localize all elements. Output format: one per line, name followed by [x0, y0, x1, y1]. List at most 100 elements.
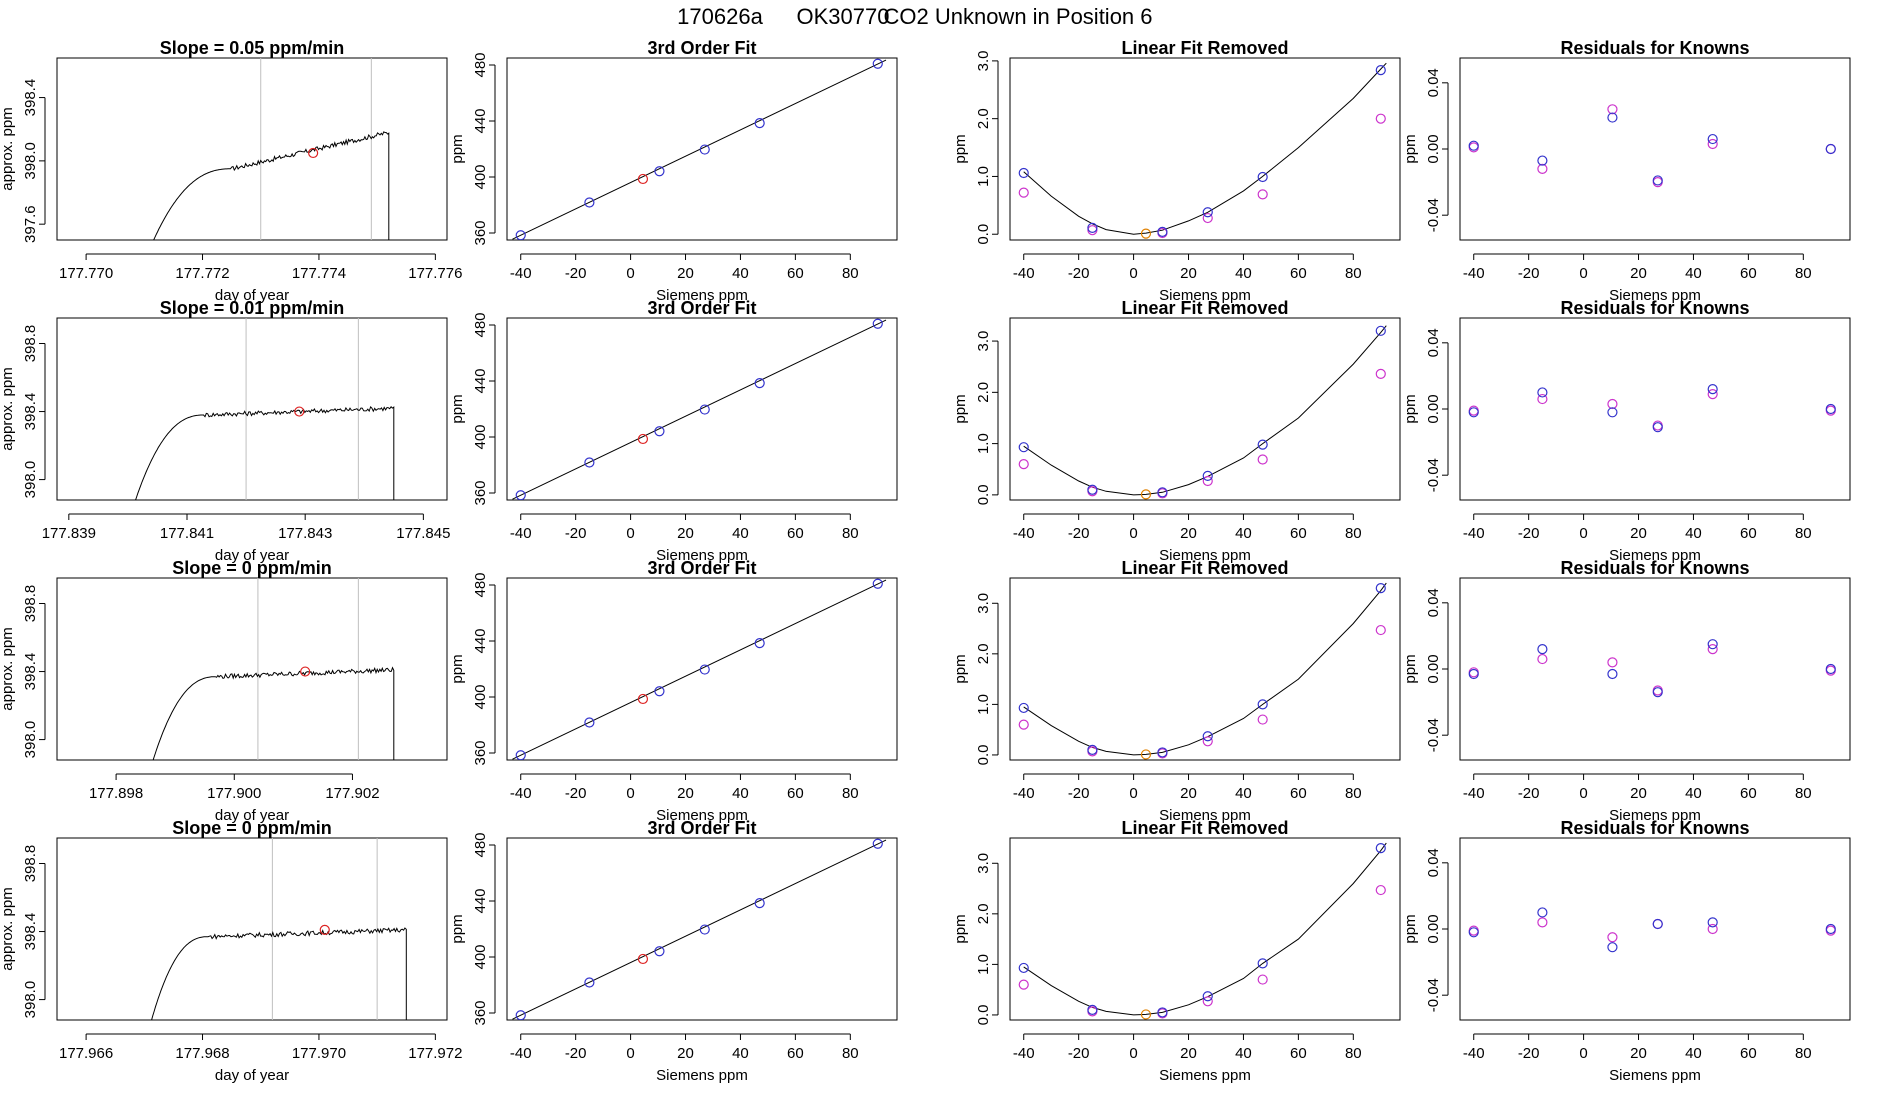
y-tick-label: 0.0	[975, 745, 992, 766]
known-standard-point	[584, 197, 595, 208]
x-tick-label: -20	[1068, 785, 1090, 802]
x-tick-label: 40	[732, 525, 749, 542]
x-tick-label: 177.898	[89, 785, 143, 802]
known-standard-point	[1018, 962, 1029, 974]
plot-frame	[1009, 57, 1401, 241]
fit-line	[512, 319, 887, 500]
x-axis-label: Siemens ppm	[1609, 287, 1701, 304]
x-tick-label: 20	[1180, 1045, 1197, 1062]
x-tick-label: 60	[1740, 525, 1757, 542]
known-standard-point-alt	[1257, 714, 1268, 725]
panel-1-3: Slope = 0 ppm/min 177.898 177.900 177.902 da…	[0, 558, 448, 824]
known-standard-point	[1607, 668, 1618, 680]
panel-title: Slope = 0 ppm/min	[172, 558, 332, 578]
known-standard-point	[1707, 384, 1718, 395]
y-tick-label: 3.0	[975, 50, 992, 71]
header-description: CO2 Unknown in Position 6	[883, 4, 1152, 29]
x-axis-label: Siemens ppm	[656, 1067, 748, 1084]
known-standard-point	[1202, 207, 1213, 218]
plot-frame	[1459, 317, 1851, 501]
y-tick-label: 360	[472, 480, 489, 505]
known-standard-point	[1202, 470, 1213, 482]
panel-3-4: Linear Fit Removed -40 -20 0 20 40 60 80 Siemens…	[952, 818, 1401, 1084]
known-standard-point	[1375, 843, 1386, 854]
known-standard-point	[515, 750, 526, 760]
known-standard-point-alt	[1202, 212, 1213, 224]
unknown-sample-point	[637, 433, 649, 445]
x-tick-label: -40	[1463, 525, 1485, 542]
plot-frame	[1459, 837, 1851, 1021]
plot-frame	[506, 57, 898, 241]
known-standard-point	[1652, 175, 1663, 186]
x-tick-label: 60	[787, 265, 804, 282]
plot-area	[152, 578, 395, 760]
plot-area	[1018, 582, 1387, 760]
plot-frame	[506, 837, 898, 1021]
x-tick-label: 80	[1795, 265, 1812, 282]
x-tick-label: 20	[1630, 1045, 1647, 1062]
y-tick-label: 440	[472, 368, 489, 393]
known-standard-point	[1157, 1007, 1168, 1018]
known-standard-point-alt	[1202, 736, 1213, 747]
known-standard-point	[654, 166, 665, 177]
plot-frame	[56, 577, 448, 761]
y-axis-label: ppm	[952, 654, 969, 683]
y-tick-label: 0.0	[975, 1005, 992, 1026]
x-tick-label: 0	[626, 525, 634, 542]
known-standard-point	[515, 1010, 526, 1020]
x-tick-label: 177.966	[59, 1045, 113, 1062]
known-standard-point	[1825, 923, 1836, 935]
plot-area	[1468, 104, 1836, 188]
known-standard-point	[584, 717, 595, 728]
x-tick-label: 60	[1740, 265, 1757, 282]
plot-area	[151, 838, 407, 1020]
figure-header: 170626a OK30770 CO2 Unknown in Position …	[677, 4, 1152, 29]
known-standard-point	[654, 426, 665, 437]
fit-line	[512, 59, 887, 240]
x-tick-label: 177.968	[175, 1045, 229, 1062]
residual-curve	[1023, 582, 1387, 756]
x-tick-label: 60	[1740, 785, 1757, 802]
panel-title: 3rd Order Fit	[647, 298, 756, 318]
known-standard-point	[654, 946, 665, 957]
panel-1-1: Slope = 0.05 ppm/min 177.770 177.772 177.77…	[0, 38, 462, 304]
panel-2-3: 3rd Order Fit -40 -20 0 20 40 60 80 Siemens ppm 3…	[449, 558, 898, 824]
x-tick-label: 20	[677, 1045, 694, 1062]
y-tick-label: 398.0	[22, 461, 39, 499]
known-standard-point	[1652, 687, 1663, 698]
x-axis-label: Siemens ppm	[656, 807, 748, 824]
y-axis-label: ppm	[449, 134, 466, 163]
x-tick-label: 60	[1290, 1045, 1307, 1062]
panel-title: 3rd Order Fit	[647, 818, 756, 838]
x-tick-label: 40	[1235, 525, 1252, 542]
y-axis-label: ppm	[1402, 654, 1419, 683]
y-axis-label: approx. ppm	[0, 627, 16, 710]
x-tick-label: 40	[1685, 785, 1702, 802]
x-tick-label: 60	[787, 1045, 804, 1062]
known-standard-point	[1825, 403, 1836, 415]
known-standard-point-alt	[1257, 189, 1268, 200]
x-axis-label: Siemens ppm	[1609, 547, 1701, 564]
x-tick-label: 80	[1345, 265, 1362, 282]
known-standard-point	[1537, 387, 1548, 398]
y-tick-label: 480	[472, 832, 489, 857]
x-tick-label: -40	[510, 785, 532, 802]
panel-4-3: Residuals for Knowns -40 -20 0 20 40 60 80 Sieme…	[1402, 558, 1851, 824]
x-tick-label: -20	[1068, 265, 1090, 282]
y-axis-label: ppm	[449, 394, 466, 423]
y-tick-label: 400	[472, 944, 489, 969]
known-standard-point	[654, 686, 665, 697]
y-tick-label: 3.0	[975, 853, 992, 874]
known-standard-point-alt	[1018, 459, 1029, 470]
known-standard-point	[754, 897, 765, 909]
x-axis-label: Siemens ppm	[1609, 1067, 1701, 1084]
known-standard-point	[584, 457, 595, 468]
x-tick-label: 60	[1290, 785, 1307, 802]
concentration-trace	[135, 405, 395, 500]
y-axis-label: ppm	[1402, 134, 1419, 163]
plot-frame	[1009, 837, 1401, 1021]
x-tick-label: 177.900	[207, 785, 261, 802]
x-tick-label: 80	[842, 1045, 859, 1062]
known-standard-point	[1468, 407, 1479, 418]
